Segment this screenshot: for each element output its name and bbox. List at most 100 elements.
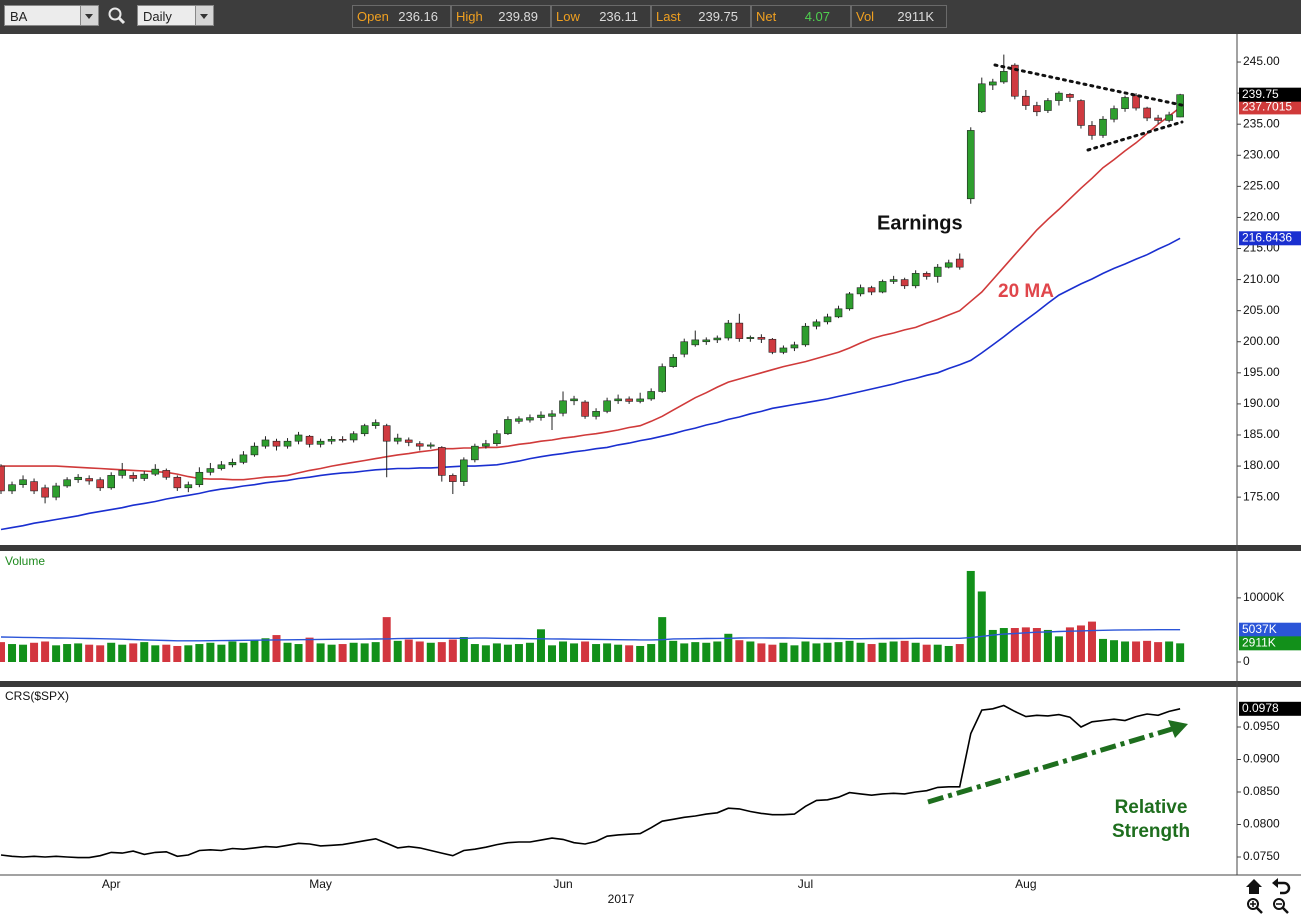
candle-body: [382, 425, 391, 442]
volume-bar: [1010, 628, 1019, 662]
dropdown[interactable]: [80, 6, 98, 25]
volume-bar: [41, 641, 50, 662]
x-tick-label: Aug: [1015, 877, 1036, 891]
candle-body: [184, 484, 193, 489]
volume-bar: [647, 644, 656, 662]
candle-body: [305, 435, 314, 445]
candle-body: [1121, 97, 1129, 109]
toolbar: BA Daily Open 236.16 High 239.89 Low 236.11…: [0, 0, 1301, 34]
candle-body: [1055, 92, 1063, 101]
candle-body: [515, 418, 523, 422]
undo-button[interactable]: [1272, 878, 1291, 895]
candle-body: [1110, 108, 1118, 120]
quote-value: 239.75: [698, 9, 738, 24]
candle-body: [526, 417, 534, 421]
volume-bar: [614, 644, 623, 662]
volume-bar: [988, 629, 997, 662]
candle-body: [735, 322, 744, 339]
candle-body: [8, 484, 16, 492]
y-tick-label: 225.00: [1243, 179, 1280, 193]
volume-bar: [470, 644, 479, 662]
volume-bar: [1032, 628, 1041, 662]
candle-body: [1099, 118, 1107, 136]
dropdown[interactable]: [195, 6, 213, 25]
volume-bar: [1054, 636, 1063, 662]
quote-label: Open: [357, 9, 389, 24]
volume-bar: [239, 642, 248, 662]
volume-bar: [404, 639, 413, 662]
volume-bar: [746, 641, 755, 662]
volume-bar: [503, 644, 512, 662]
candle-body: [647, 391, 655, 400]
quote-cell: High 239.89: [451, 5, 551, 28]
volume-bar: [118, 644, 127, 662]
volume-bar: [757, 643, 766, 662]
period-select[interactable]: Daily: [137, 5, 214, 26]
value-tag-label: 216.6436: [1242, 230, 1292, 244]
value-tag: [1239, 636, 1301, 651]
volume-bar: [74, 643, 83, 662]
candle-body: [1022, 95, 1030, 106]
search-icon[interactable]: [107, 6, 127, 26]
candle-body: [779, 347, 788, 353]
zoom-out-button[interactable]: [1273, 898, 1289, 914]
candle-body: [426, 444, 435, 447]
candle-body: [118, 470, 127, 476]
volume-bar: [867, 644, 876, 662]
x-axis-label: 2017: [608, 892, 635, 906]
volume-bar: [173, 645, 182, 662]
quote-value: 2911K: [897, 9, 934, 24]
y-tick-label: 245.00: [1243, 54, 1280, 68]
volume-bar: [107, 642, 116, 662]
trendline: [1086, 120, 1184, 152]
y-tick-label: 185.00: [1243, 427, 1280, 441]
candle-body: [327, 439, 336, 442]
y-tick-label: 210.00: [1243, 272, 1280, 286]
volume-bar: [1154, 642, 1163, 662]
y-tick-label: 235.00: [1243, 116, 1280, 130]
candle-body: [393, 437, 402, 442]
volume-bar: [548, 645, 556, 662]
volume-bar: [85, 644, 94, 662]
candle-body: [449, 475, 457, 482]
candle-body: [856, 287, 865, 295]
x-tick-label: Apr: [102, 877, 121, 891]
volume-bar: [327, 644, 336, 662]
candle-body: [944, 262, 953, 268]
candle-body: [988, 81, 997, 86]
candle-body: [933, 266, 942, 277]
candle-body: [371, 422, 380, 426]
candle-body: [504, 419, 512, 435]
candle-body: [250, 445, 259, 456]
volume-bar: [195, 644, 204, 662]
panel-title: CRS($SPX): [5, 689, 69, 703]
quote-label: Vol: [856, 9, 875, 24]
volume-bar: [360, 643, 369, 662]
candle-body: [911, 273, 920, 287]
symbol-input[interactable]: BA: [4, 5, 99, 26]
volume-bar: [1143, 640, 1152, 662]
candle-body: [570, 398, 578, 402]
panel-title: Volume: [5, 554, 45, 568]
candle-body: [702, 339, 711, 343]
quote-label: Net: [756, 9, 777, 24]
volume-bar: [713, 641, 722, 662]
volume-bar: [1076, 625, 1085, 662]
candle-body: [41, 487, 49, 498]
volume-bar: [536, 629, 545, 662]
candle-body: [85, 478, 93, 482]
zoom-in-button[interactable]: [1247, 898, 1263, 914]
volume-bar: [889, 641, 898, 662]
candle-body: [1066, 94, 1074, 98]
volume-bar: [0, 642, 5, 662]
candle-body: [404, 439, 413, 443]
volume-bar: [922, 644, 931, 662]
volume-bar: [217, 644, 226, 662]
trend-arrow: [927, 726, 1173, 805]
home-button[interactable]: [1246, 879, 1262, 894]
quote-value: 236.16: [398, 9, 438, 24]
separator: [0, 681, 1301, 687]
volume-bar: [19, 644, 28, 662]
line: [0, 629, 1181, 642]
candle-body: [460, 459, 468, 482]
